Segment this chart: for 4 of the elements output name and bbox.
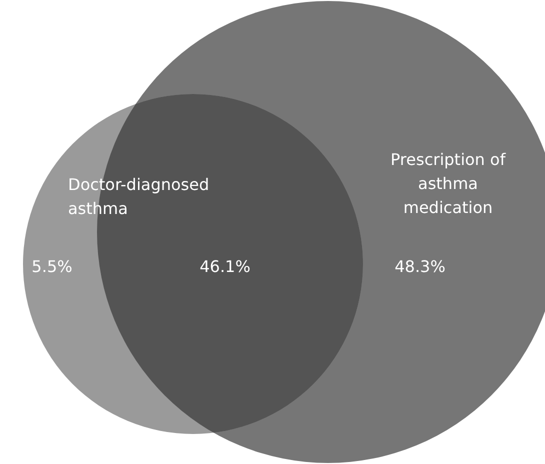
data-label: 5.5%: [32, 257, 72, 276]
data-label: 46.1%: [200, 257, 250, 276]
data-label: 48.3%: [394, 257, 446, 276]
text: Prescription of asthma medication: [390, 150, 506, 217]
